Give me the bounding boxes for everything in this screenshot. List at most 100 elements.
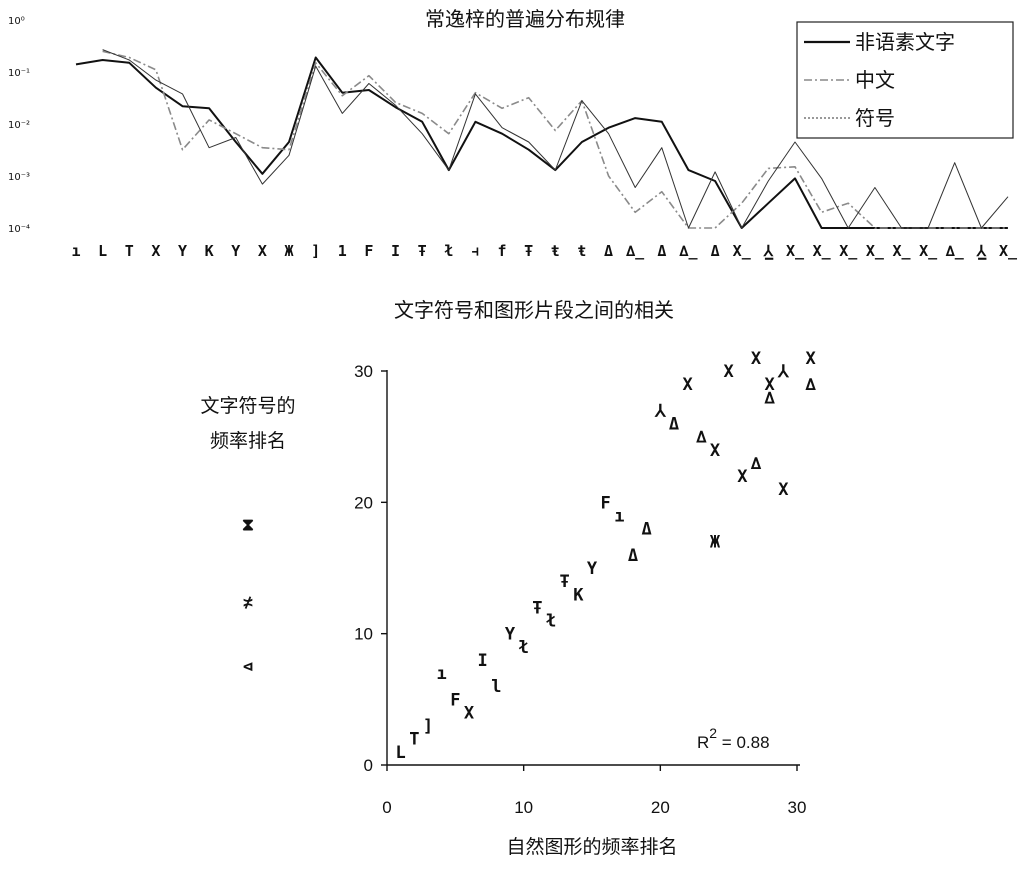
- scatter-point: ∆: [750, 454, 762, 474]
- scatter-point: Δ: [628, 546, 638, 566]
- r-squared-sup: 2: [709, 725, 717, 741]
- top-category-glyph: Δ: [711, 242, 720, 260]
- top-category-glyph: I: [391, 242, 400, 260]
- bottom-y-tick-label: 0: [364, 756, 373, 775]
- scatter-point: X: [806, 349, 817, 369]
- bottom-x-tick-label: 30: [788, 798, 807, 817]
- scatter-point: Y: [505, 625, 516, 645]
- top-category-glyph: ⅄̲: [763, 242, 774, 261]
- top-category-glyph: ∆̲: [945, 242, 965, 260]
- scatter-point: Ŧ: [532, 598, 542, 618]
- scatter-point: X: [765, 375, 776, 395]
- top-category-glyph: X̲: [813, 242, 832, 260]
- top-y-tick-label: 10⁻¹: [8, 68, 30, 79]
- top-category-glyph: K: [205, 242, 214, 260]
- scatter-point: L: [396, 743, 406, 763]
- top-category-glyph: Ŧ: [524, 242, 533, 260]
- legend-label-0: 非语素文字: [855, 30, 955, 54]
- scatter-point: F: [601, 493, 611, 513]
- scatter-point: X: [724, 362, 735, 382]
- top-y-tick-label: 10⁻⁴: [8, 224, 30, 235]
- top-category-glyph: X̲: [839, 242, 858, 260]
- top-category-glyph: X: [258, 242, 267, 260]
- scatter-point: K: [573, 585, 584, 605]
- top-category-glyph: ł: [444, 242, 453, 260]
- top-category-glyph: ı: [71, 242, 80, 260]
- legend-glyph-triangle: ⊲: [243, 657, 253, 677]
- scatter-point: X: [778, 480, 789, 500]
- bottom-chart-title: 文字符号和图形片段之间的相关: [394, 298, 674, 322]
- scatter-point: ]: [423, 717, 433, 737]
- scatter-point: Ŧ: [560, 572, 570, 592]
- scatter-point: X: [751, 349, 762, 369]
- legend-glyph-hourglass: ⧗: [242, 515, 254, 535]
- top-chart-title: 常逸梓的普遍分布规律: [425, 7, 625, 31]
- scatter-point: X: [464, 703, 475, 723]
- top-category-glyph: ⅄̲: [976, 242, 987, 261]
- scatter-point: Δ: [642, 520, 652, 540]
- top-category-glyph: Ж: [285, 242, 294, 260]
- top-category-glyph: Y: [178, 242, 187, 260]
- top-category-glyph: ⫞: [472, 242, 480, 260]
- top-category-glyph: X̲: [866, 242, 885, 260]
- bottom-x-tick-label: 20: [651, 798, 670, 817]
- top-category-glyph: F: [364, 242, 373, 260]
- top-y-ticks: 10⁰ 10⁻¹ 10⁻² 10⁻³ 10⁻⁴: [8, 16, 30, 235]
- bottom-axis-ticks: 0 10 20 30 0 10 20 30: [354, 362, 806, 817]
- bottom-x-tick-label: 0: [382, 798, 391, 817]
- scatter-point: l: [491, 677, 501, 697]
- scatter-point: ł: [519, 638, 529, 658]
- top-category-glyph: T: [125, 242, 134, 260]
- top-y-tick-label: 10⁰: [8, 16, 25, 27]
- top-category-glyph: 1: [338, 242, 347, 260]
- top-category-glyph: ∆̲: [678, 242, 698, 260]
- top-category-glyph: ŧ: [551, 242, 560, 260]
- bottom-y-tick-label: 30: [354, 362, 373, 381]
- scatter-point: ∆: [805, 375, 817, 395]
- scatter-point: Δ: [669, 415, 679, 435]
- scatter-point: I: [478, 651, 488, 671]
- top-category-glyph: Δ: [604, 242, 613, 260]
- scatter-point: T: [409, 730, 419, 750]
- top-y-tick-label: 10⁻³: [8, 172, 30, 183]
- bottom-ylabel-line2: 频率排名: [210, 430, 286, 452]
- top-category-glyph: ∆̲: [625, 242, 645, 260]
- top-category-glyph: Ŧ: [418, 242, 427, 260]
- bottom-y-tick-label: 10: [354, 625, 373, 644]
- scatter-point: ∆: [695, 428, 707, 448]
- scatter-point: F: [450, 690, 460, 710]
- scatter-point: ∆: [764, 388, 776, 408]
- scatter-point: ı: [614, 506, 624, 526]
- scatter-point: ⅄: [654, 401, 667, 421]
- top-category-glyph: Y: [231, 242, 240, 260]
- top-series-line-1: [102, 50, 1008, 229]
- top-category-glyph: X̲: [999, 242, 1018, 260]
- scatter-point: Y: [587, 559, 598, 579]
- top-category-glyph: X̲: [892, 242, 911, 260]
- top-category-glyph: X̲: [733, 242, 752, 260]
- top-series-lines: [75, 49, 1009, 229]
- bottom-y-tick-label: 20: [354, 493, 373, 512]
- top-category-glyph: Δ: [657, 242, 666, 260]
- r-squared-value: = 0.88: [717, 733, 769, 752]
- top-category-glyph: ŧ: [577, 242, 586, 260]
- top-series-line-2: [102, 49, 1009, 229]
- scatter-point: ı: [437, 664, 447, 684]
- top-category-glyph: X: [151, 242, 160, 260]
- top-category-glyph: X̲: [919, 242, 938, 260]
- scatter-point: X: [737, 467, 748, 487]
- scatter-point: X: [683, 375, 694, 395]
- top-category-glyph: X̲: [786, 242, 805, 260]
- r-squared-r: R: [697, 733, 709, 752]
- bottom-ylabel-line1: 文字符号的: [200, 395, 295, 417]
- bottom-xlabel: 自然图形的频率排名: [506, 836, 677, 858]
- top-category-glyph: L: [98, 242, 107, 260]
- bottom-x-tick-label: 10: [514, 798, 533, 817]
- scatter-point: X: [710, 441, 721, 461]
- scatter-point: ⅄: [777, 362, 790, 382]
- r-squared-annotation: R2 = 0.88: [697, 725, 770, 752]
- legend-label-2: 符号: [855, 106, 895, 130]
